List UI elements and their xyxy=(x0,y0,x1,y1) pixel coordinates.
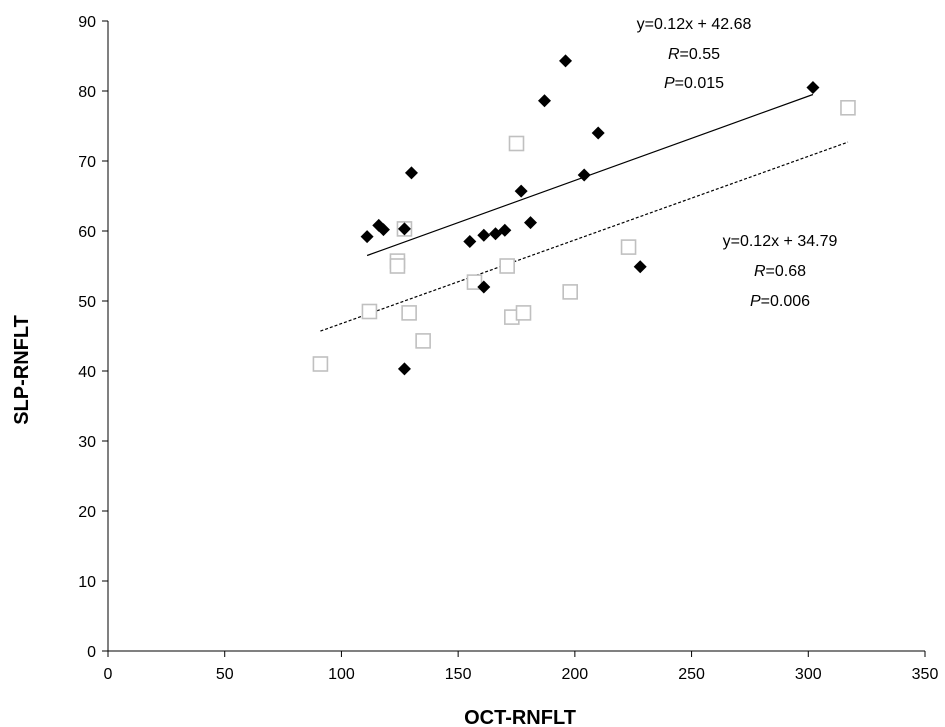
diamond-point xyxy=(376,223,390,237)
p-symbol-series-1: P xyxy=(664,75,675,92)
x-tick-label: 350 xyxy=(912,666,939,683)
x-tick-label: 200 xyxy=(562,666,589,683)
square-point xyxy=(508,135,525,152)
y-tick-label: 60 xyxy=(78,224,96,241)
square-point xyxy=(389,258,406,274)
x-tick-label: 150 xyxy=(445,666,472,683)
y-tick-label: 20 xyxy=(78,504,96,521)
r-symbol-series-1: R xyxy=(668,46,680,63)
p-value-series-2: P=0.006 xyxy=(750,293,810,310)
square-point xyxy=(401,305,417,321)
r-value-series-1: R=0.55 xyxy=(668,46,720,63)
diamond-point xyxy=(514,184,528,198)
r-text-series-1: =0.55 xyxy=(680,46,721,63)
square-point xyxy=(415,333,431,349)
diamond-point xyxy=(397,222,411,236)
r-value-series-2: R=0.68 xyxy=(754,263,806,280)
diamond-point xyxy=(591,126,605,140)
annotation-series-1: y=0.12x + 42.68 R=0.55 P=0.015 xyxy=(637,16,752,92)
diamond-point xyxy=(477,280,491,294)
square-point xyxy=(515,305,532,321)
x-tick-label: 250 xyxy=(678,666,705,683)
diamond-point xyxy=(397,362,411,376)
equation-series-1: y=0.12x + 42.68 xyxy=(637,16,752,33)
p-text-series-2: =0.006 xyxy=(761,293,810,310)
trendline-series-2 xyxy=(320,141,849,332)
diamond-point xyxy=(404,166,418,180)
r-text-series-2: =0.68 xyxy=(766,263,807,280)
p-symbol-series-2: P xyxy=(750,293,761,310)
annotation-series-2: y=0.12x + 34.79 R=0.68 P=0.006 xyxy=(723,233,838,310)
data-points xyxy=(312,54,856,376)
square-point xyxy=(499,258,515,274)
diamond-point xyxy=(806,81,820,94)
square-point xyxy=(466,274,483,290)
x-tick-label: 100 xyxy=(328,666,355,683)
y-tick-label: 30 xyxy=(78,434,96,451)
x-axis-title: OCT-RNFLT xyxy=(464,707,576,727)
y-tick-label: 0 xyxy=(87,644,96,661)
r-symbol-series-2: R xyxy=(754,263,766,280)
diamond-point xyxy=(463,235,477,248)
square-point xyxy=(312,356,329,372)
diamond-point xyxy=(559,54,573,68)
y-tick-label: 70 xyxy=(78,154,96,171)
square-point xyxy=(620,239,637,255)
square-point xyxy=(562,284,578,300)
p-value-series-1: P=0.015 xyxy=(664,75,724,92)
diamond-point xyxy=(360,230,374,244)
diamond-point xyxy=(524,216,538,230)
x-tick-label: 50 xyxy=(216,666,234,683)
diamond-point xyxy=(577,168,591,182)
diamond-point xyxy=(633,260,647,274)
y-tick-label: 50 xyxy=(78,294,96,311)
diamond-point xyxy=(477,228,491,242)
diamond-point xyxy=(538,94,552,108)
square-point xyxy=(361,303,378,320)
x-tick-label: 0 xyxy=(104,666,113,683)
y-tick-label: 10 xyxy=(78,574,96,591)
y-tick-label: 80 xyxy=(78,84,96,101)
y-axis-title: SLP-RNFLT xyxy=(11,315,33,425)
equation-series-2: y=0.12x + 34.79 xyxy=(723,233,838,250)
y-tick-label: 90 xyxy=(78,14,96,31)
diamond-point xyxy=(498,223,512,237)
square-point xyxy=(840,100,856,116)
x-tick-label: 300 xyxy=(795,666,822,683)
axes: 0 10 20 30 40 50 60 70 80 90 0 50 100 150 200 250 300 350 xyxy=(78,14,938,683)
y-tick-label: 40 xyxy=(78,364,96,381)
p-text-series-1: =0.015 xyxy=(675,75,724,92)
